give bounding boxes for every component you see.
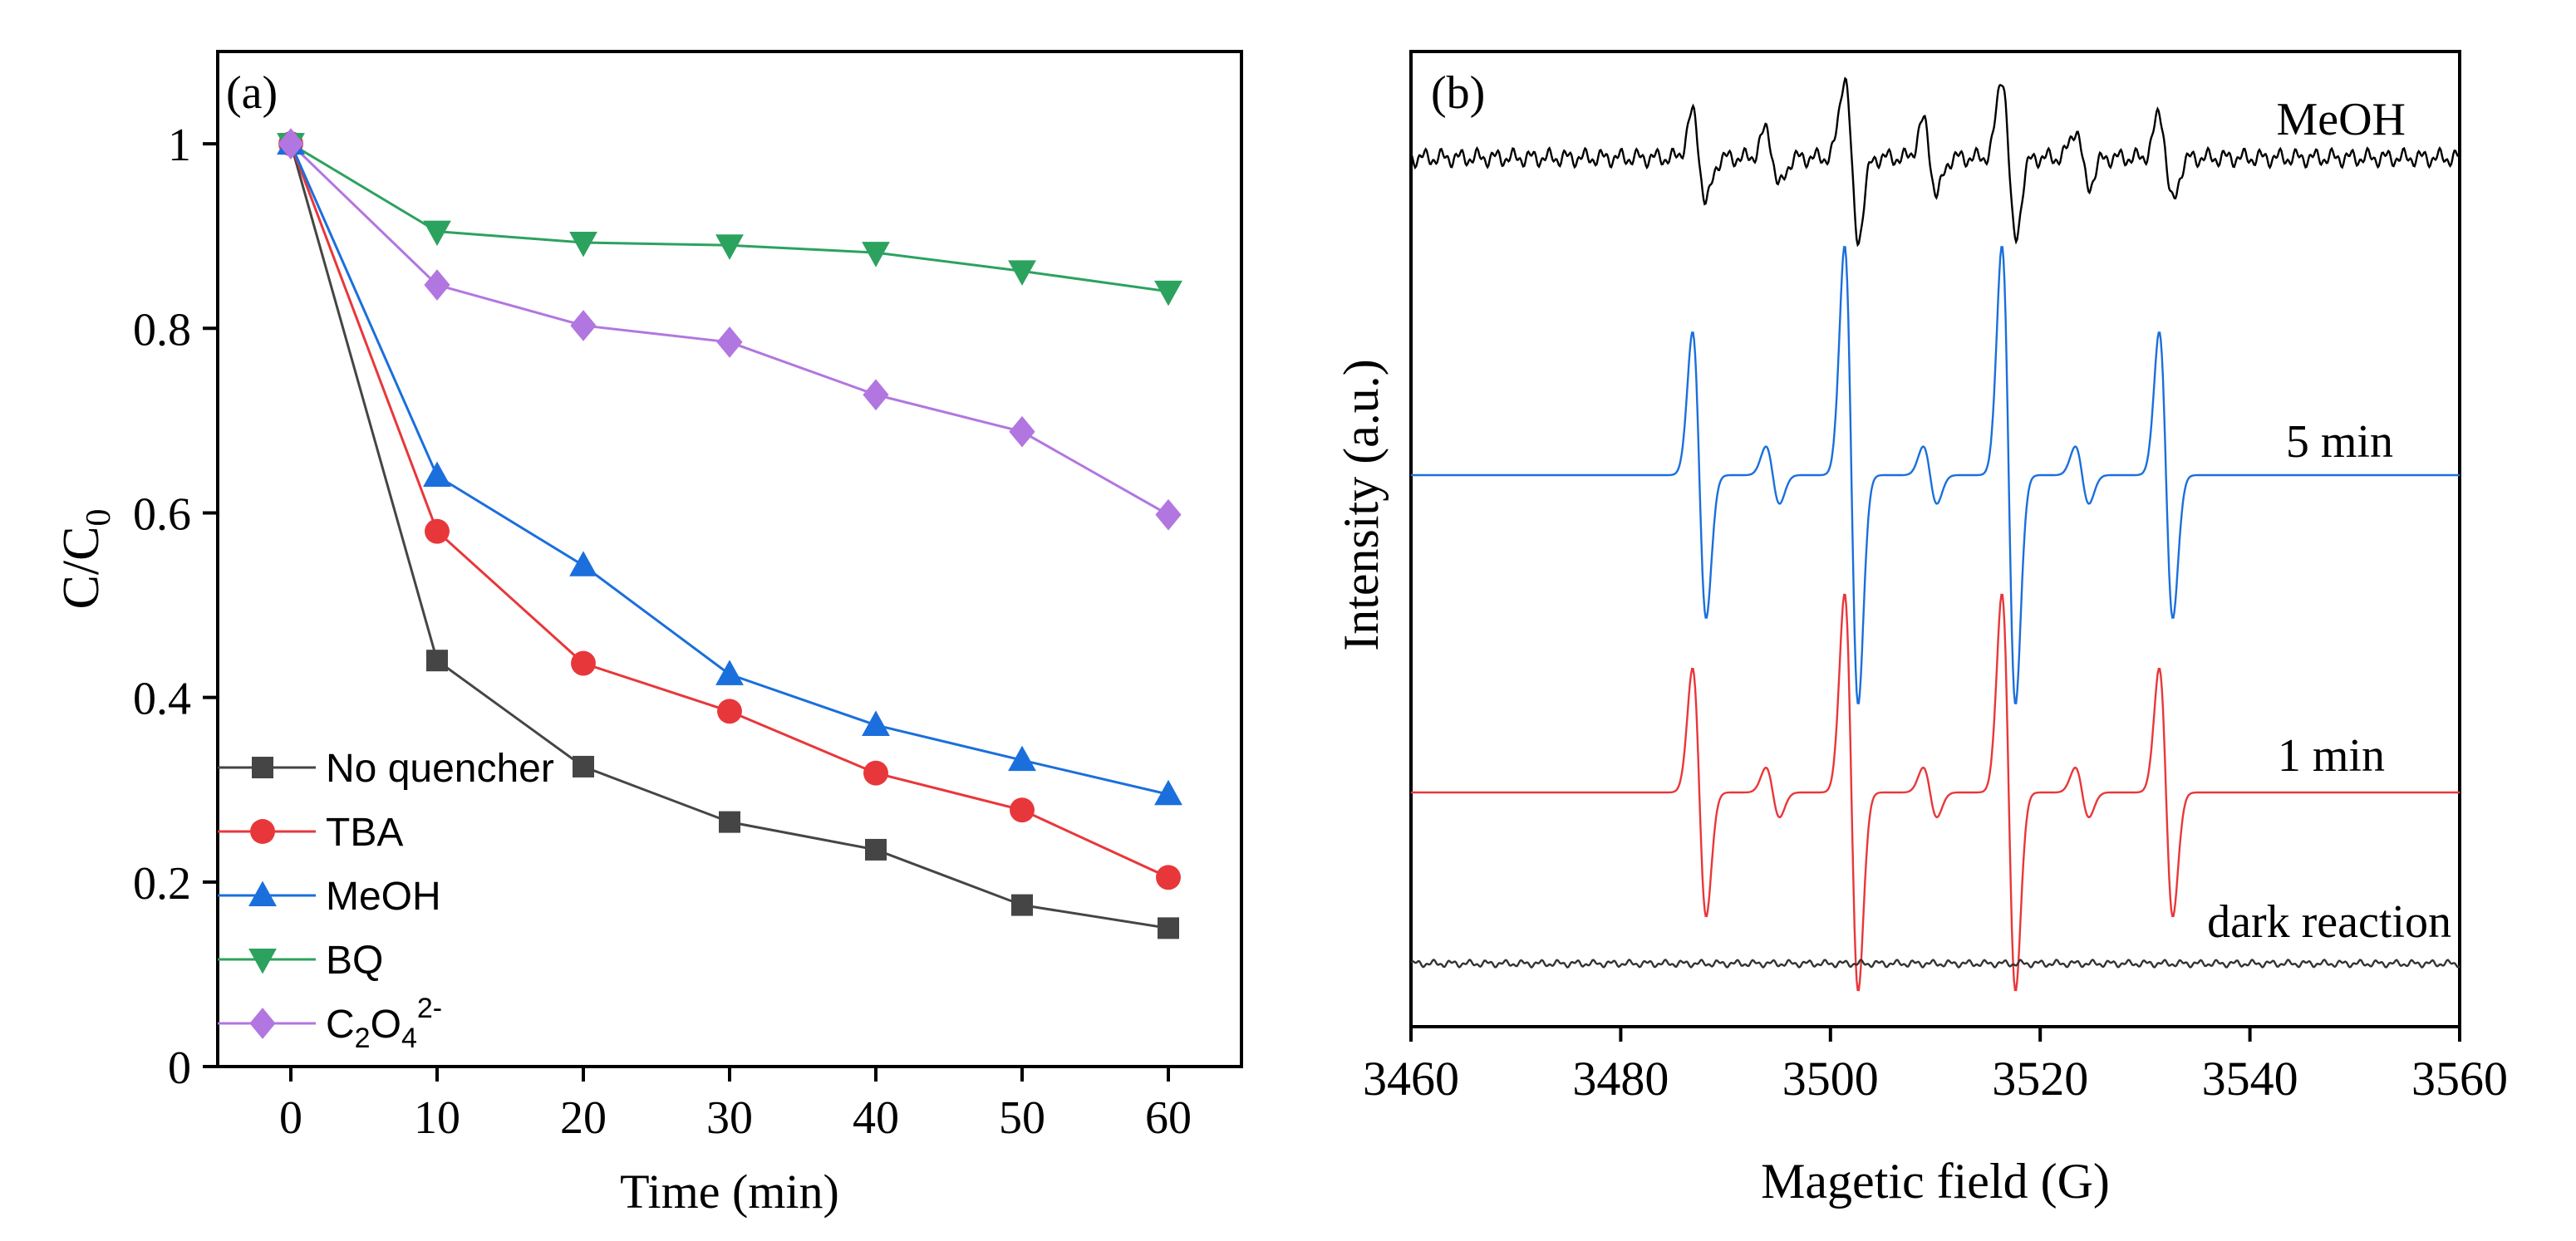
data-point-s1-p2 <box>571 650 596 676</box>
y-tick-label-a: 0.6 <box>133 488 191 540</box>
y-tick-label-a: 1 <box>168 120 191 171</box>
data-point-s0-p1 <box>426 650 448 672</box>
y-axis-label-a-text: C/C0 <box>53 509 118 610</box>
data-point-s4-p0 <box>278 128 304 159</box>
x-tick-label-a: 30 <box>706 1092 753 1144</box>
x-tick-label-b: 3560 <box>2411 1052 2508 1106</box>
y-axis-label-a: C/C0 <box>53 509 118 610</box>
data-point-s2-p3 <box>715 660 744 685</box>
legend-marker-2 <box>248 880 277 906</box>
series-label-5-min: 5 min <box>2286 416 2393 468</box>
x-tick-label-b: 3500 <box>1782 1052 1879 1106</box>
legend-label-2: MeOH <box>326 875 441 919</box>
x-axis-label-b: Magetic field (G) <box>1761 1154 2110 1209</box>
data-point-s0-p2 <box>573 755 594 777</box>
data-point-s2-p5 <box>1008 745 1036 772</box>
data-point-s4-p1 <box>424 269 450 301</box>
axis-ticks-a: 0 10 20 30 40 50 60 0 0.2 0.4 0.6 0.8 1 <box>133 120 1192 1144</box>
spectra-b <box>1410 76 2460 992</box>
x-tick-label-a: 10 <box>414 1092 460 1144</box>
data-point-s2-p2 <box>569 551 597 576</box>
x-tick-label-b: 3520 <box>1992 1052 2088 1106</box>
legend-a: No quencher TBA MeOH BQ C2O42- <box>218 747 554 1054</box>
legend-label-1: TBA <box>326 811 403 855</box>
data-point-s3-p4 <box>862 242 890 267</box>
panel-label-b: (b) <box>1431 67 1485 119</box>
data-point-s0-p4 <box>865 838 887 861</box>
x-tick-label-a: 50 <box>999 1092 1045 1144</box>
legend-part-legend_base: C <box>326 1003 355 1047</box>
data-point-s0-p6 <box>1158 917 1179 939</box>
legend-marker-3 <box>248 949 277 974</box>
data-point-s4-p3 <box>716 326 743 358</box>
x-tick-label-a: 20 <box>560 1092 607 1144</box>
series-lines-a <box>289 142 1169 930</box>
x-tick-label-a: 40 <box>853 1092 899 1144</box>
series-line-0 <box>289 143 1169 930</box>
legend-part-legend_mid: O <box>371 1003 401 1047</box>
series-label-1-min: 1 min <box>2278 730 2385 782</box>
data-point-s4-p4 <box>863 379 889 411</box>
legend-part-legend_sub1: 2 <box>355 1023 371 1054</box>
data-point-s3-p6 <box>1154 280 1182 307</box>
spectrum-5-min <box>1411 246 2460 704</box>
x-tick-label-a: 0 <box>279 1092 302 1144</box>
y-axis-label-b: Intensity (a.u.) <box>1334 359 1389 651</box>
data-point-s2-p1 <box>423 461 451 488</box>
data-point-s2-p4 <box>862 710 890 736</box>
chart-panel-b: (b) 3460 3480 3500 3520 3540 3560 MeOH 5 min 1 … <box>1334 50 2508 1209</box>
series-markers-a <box>277 128 1182 939</box>
series-label-meoh: MeOH <box>2276 94 2406 145</box>
data-point-s3-p3 <box>715 234 744 260</box>
data-point-s3-p1 <box>423 220 451 247</box>
legend-marker-1 <box>250 819 275 844</box>
x-tick-label-a: 60 <box>1145 1092 1192 1144</box>
legend-marker-4 <box>249 1008 276 1039</box>
legend-part-legend_sup: 2- <box>417 993 442 1024</box>
plot-frame-b <box>1409 50 2461 1028</box>
data-point-s4-p2 <box>570 310 597 341</box>
y-tick-label-a: 0.2 <box>133 858 191 910</box>
data-point-s1-p6 <box>1156 865 1181 890</box>
panel-label-a: (a) <box>226 67 278 119</box>
data-point-s4-p5 <box>1009 415 1035 448</box>
data-point-s4-p6 <box>1155 498 1182 531</box>
x-tick-label-b: 3540 <box>2202 1052 2298 1106</box>
data-point-s1-p4 <box>863 760 888 786</box>
axis-ticks-b: 3460 3480 3500 3520 3540 3560 <box>1363 1027 2508 1106</box>
x-axis-label-a: Time (min) <box>620 1165 839 1219</box>
spectrum-meoh <box>1410 76 2460 248</box>
spectrum-1-min <box>1411 593 2460 992</box>
legend-marker-0 <box>252 757 273 778</box>
data-point-s0-p3 <box>719 811 740 833</box>
legend-part-legend_sub2: 4 <box>401 1023 417 1054</box>
y-tick-label-a: 0.4 <box>133 674 191 725</box>
series-label-dark-reaction: dark reaction <box>2207 896 2451 948</box>
data-point-s2-p6 <box>1154 779 1182 806</box>
data-point-s3-p2 <box>569 231 597 258</box>
data-point-s1-p3 <box>717 699 742 724</box>
y-tick-label-a: 0 <box>168 1042 191 1094</box>
x-tick-label-b: 3460 <box>1363 1052 1459 1106</box>
y-axis-label-main: C/C <box>53 527 110 610</box>
legend-label-3: BQ <box>326 939 383 983</box>
x-tick-label-b: 3480 <box>1572 1052 1669 1106</box>
spectrum-dark-reaction <box>1410 958 2460 969</box>
data-point-s1-p1 <box>425 518 450 544</box>
data-point-s0-p5 <box>1011 894 1033 916</box>
data-point-s3-p5 <box>1008 260 1036 286</box>
y-axis-label-sub: 0 <box>80 509 118 527</box>
legend-label-0: No quencher <box>326 747 554 791</box>
y-tick-label-a: 0.8 <box>133 304 191 356</box>
data-point-s1-p5 <box>1010 797 1035 823</box>
legend-label-4: C2O42- <box>326 993 442 1054</box>
series-labels-b: MeOH 5 min 1 min dark reaction <box>2207 94 2451 948</box>
